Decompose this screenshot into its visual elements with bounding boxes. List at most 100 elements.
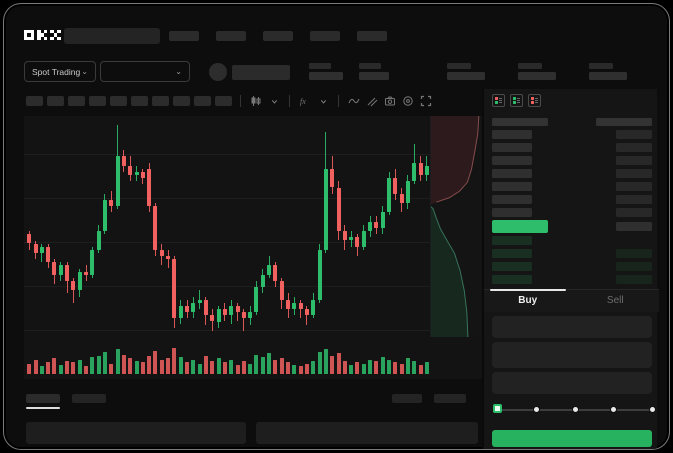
search-input[interactable] bbox=[64, 28, 160, 44]
chevron-down-icon[interactable] bbox=[267, 94, 281, 108]
chevron-down-icon[interactable] bbox=[316, 94, 330, 108]
volume-bar bbox=[311, 361, 316, 374]
nav-item-placeholder[interactable] bbox=[216, 31, 246, 41]
volume-bar bbox=[84, 366, 88, 374]
ask-row[interactable] bbox=[492, 141, 652, 154]
nav-item-placeholder[interactable] bbox=[357, 31, 387, 41]
ticker-stat-label bbox=[589, 63, 613, 69]
ticker-stat-value bbox=[589, 72, 627, 80]
candle-body bbox=[279, 280, 284, 300]
orderbook-view-toggles bbox=[492, 94, 541, 107]
slider-stop[interactable] bbox=[610, 406, 618, 413]
fullscreen-icon[interactable] bbox=[419, 94, 433, 108]
slider-stop[interactable] bbox=[649, 406, 656, 413]
fx-icon[interactable]: fx bbox=[298, 94, 312, 108]
candle-body bbox=[361, 231, 366, 247]
book-bids-icon[interactable] bbox=[510, 94, 523, 107]
ask-row[interactable] bbox=[492, 167, 652, 180]
volume-bar bbox=[380, 357, 385, 374]
bid-row[interactable] bbox=[492, 273, 652, 286]
bottom-tab-active[interactable] bbox=[26, 394, 60, 403]
bottom-action-1[interactable] bbox=[392, 394, 422, 403]
market-type-dropdown[interactable]: Spot Trading ⌄ bbox=[24, 61, 96, 82]
bid-row[interactable] bbox=[492, 234, 652, 247]
amount-input[interactable] bbox=[492, 342, 652, 368]
candle-body bbox=[203, 299, 208, 316]
market-type-label: Spot Trading bbox=[32, 66, 81, 77]
toolbar-item-placeholder[interactable] bbox=[89, 96, 106, 106]
volume-bar bbox=[134, 361, 139, 374]
volume-bar bbox=[71, 362, 76, 374]
okx-logo-letter bbox=[37, 29, 48, 41]
ticker-stat bbox=[518, 63, 556, 80]
candle-body bbox=[235, 305, 240, 313]
pair-selector-dropdown[interactable]: ⌄ bbox=[100, 61, 190, 82]
svg-text:fx: fx bbox=[300, 97, 306, 106]
price-input[interactable] bbox=[492, 316, 652, 338]
volume-bar bbox=[336, 353, 341, 374]
tab-buy[interactable]: Buy bbox=[484, 289, 572, 312]
toolbar-item-placeholder[interactable] bbox=[110, 96, 127, 106]
toolbar-item-placeholder[interactable] bbox=[68, 96, 85, 106]
buy-submit-button[interactable] bbox=[492, 430, 652, 447]
ask-row[interactable] bbox=[492, 193, 652, 206]
bid-row[interactable] bbox=[492, 260, 652, 273]
compare-icon[interactable] bbox=[365, 94, 379, 108]
nav-item-placeholder[interactable] bbox=[169, 31, 199, 41]
wave-icon[interactable] bbox=[347, 94, 361, 108]
toolbar-separator bbox=[338, 95, 339, 107]
nav-item-placeholder[interactable] bbox=[263, 31, 293, 41]
volume-bar bbox=[279, 358, 284, 374]
book-asks-icon[interactable] bbox=[528, 94, 541, 107]
pair-name-placeholder bbox=[232, 65, 290, 80]
ask-row[interactable] bbox=[492, 206, 652, 219]
last-price-row[interactable] bbox=[492, 219, 652, 234]
nav-item-placeholder[interactable] bbox=[310, 31, 340, 41]
bottom-action-2[interactable] bbox=[434, 394, 466, 403]
candle-body bbox=[65, 265, 69, 281]
ask-row[interactable] bbox=[492, 154, 652, 167]
candle-body bbox=[140, 171, 145, 179]
candle-body bbox=[172, 259, 177, 319]
candle-body bbox=[90, 249, 95, 275]
chart-panel[interactable] bbox=[24, 116, 483, 379]
slider-stop[interactable] bbox=[571, 406, 579, 413]
okx-logo[interactable] bbox=[24, 28, 61, 42]
candle-body bbox=[374, 221, 379, 228]
chart-gridline bbox=[24, 198, 482, 199]
amount-slider[interactable] bbox=[492, 404, 656, 415]
toolbar-item-placeholder[interactable] bbox=[215, 96, 232, 106]
candle-body bbox=[412, 162, 417, 182]
tab-sell[interactable]: Sell bbox=[606, 295, 624, 306]
bottom-tab-2[interactable] bbox=[72, 394, 106, 403]
candle-body bbox=[342, 231, 347, 241]
volume-bars bbox=[26, 346, 430, 374]
camera-icon[interactable] bbox=[383, 94, 397, 108]
volume-bar bbox=[46, 362, 51, 374]
ask-row[interactable] bbox=[492, 180, 652, 193]
candle-body bbox=[134, 171, 139, 175]
candlestick-chart[interactable] bbox=[26, 119, 430, 337]
total-input[interactable] bbox=[492, 372, 652, 394]
slider-handle[interactable] bbox=[493, 404, 502, 413]
slider-stop[interactable] bbox=[532, 406, 540, 413]
candle-body bbox=[286, 299, 290, 309]
toolbar-item-placeholder[interactable] bbox=[131, 96, 148, 106]
bid-row[interactable] bbox=[492, 247, 652, 260]
book-combined-icon[interactable] bbox=[492, 94, 505, 107]
candle-body bbox=[405, 181, 410, 204]
settings-icon[interactable] bbox=[401, 94, 415, 108]
toolbar-item-placeholder[interactable] bbox=[194, 96, 211, 106]
ask-row[interactable] bbox=[492, 128, 652, 141]
candle-body bbox=[368, 221, 372, 232]
candles-icon[interactable] bbox=[249, 94, 263, 108]
chevron-down-icon: ⌄ bbox=[81, 66, 88, 76]
toolbar-item-placeholder[interactable] bbox=[152, 96, 169, 106]
toolbar-item-placeholder[interactable] bbox=[26, 96, 43, 106]
okx-logo-letter bbox=[24, 29, 35, 41]
ticker-stat-label bbox=[359, 63, 381, 69]
candle-body bbox=[267, 265, 271, 275]
toolbar-item-placeholder[interactable] bbox=[47, 96, 64, 106]
candle-body bbox=[153, 206, 158, 250]
toolbar-item-placeholder[interactable] bbox=[173, 96, 190, 106]
